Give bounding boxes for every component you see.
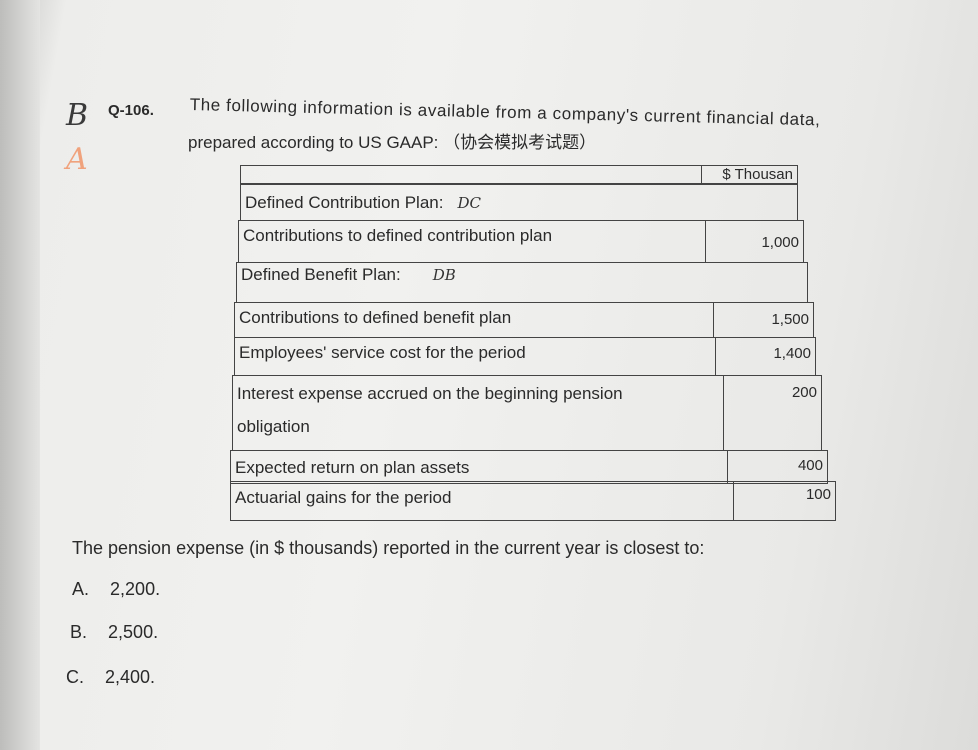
table-row: Employees' service cost for the period 1… xyxy=(234,337,816,376)
row-label: Contributions to defined contribution pl… xyxy=(243,226,553,245)
unit-header-row: $ Thousan xyxy=(240,165,798,185)
row-value: 1,500 xyxy=(771,311,809,328)
row-value: 200 xyxy=(791,384,817,401)
db-section-label: Defined Benefit Plan: xyxy=(241,265,401,284)
unit-header: $ Thousan xyxy=(722,166,793,183)
table-row: Expected return on plan assets 400 xyxy=(230,450,828,484)
question-prompt: The pension expense (in $ thousands) rep… xyxy=(72,538,705,558)
row-label: Expected return on plan assets xyxy=(235,458,470,477)
row-label: Actuarial gains for the period xyxy=(235,488,452,507)
dc-section-row: Defined Contribution Plan: DC xyxy=(240,183,798,221)
option-text: 2,500. xyxy=(108,622,159,642)
table-row: Actuarial gains for the period 100 xyxy=(230,481,836,521)
dc-contributions-row: Contributions to defined contribution pl… xyxy=(238,220,804,263)
question-intro-line2: prepared according to US GAAP: （协会模拟考试题） xyxy=(188,133,597,152)
option-letter: A. xyxy=(72,579,90,599)
option-letter: C. xyxy=(66,667,84,687)
option-letter: B. xyxy=(70,622,88,642)
table-row: Interest expense accrued on the beginnin… xyxy=(232,375,822,451)
option-b[interactable]: B. 2,500. xyxy=(70,622,158,643)
option-text: 2,200. xyxy=(110,579,161,599)
question-number: Q-106. xyxy=(108,102,154,119)
row-label-continued: obligation xyxy=(237,417,310,436)
row-label: Interest expense accrued on the beginnin… xyxy=(237,384,623,403)
row-value: 1,400 xyxy=(773,345,811,362)
option-c[interactable]: C. 2,400. xyxy=(66,667,155,688)
row-value: 100 xyxy=(805,486,831,503)
row-label: Employees' service cost for the period xyxy=(239,343,526,362)
db-section-row: Defined Benefit Plan: DB xyxy=(236,262,808,303)
row-value: 1,000 xyxy=(761,234,799,251)
handwritten-answer-b: B xyxy=(66,98,89,133)
handwritten-answer-a: A xyxy=(66,142,88,177)
dc-section-label: Defined Contribution Plan: xyxy=(245,193,444,212)
row-value: 400 xyxy=(797,457,823,474)
page-edge xyxy=(0,0,40,750)
dc-annotation: DC xyxy=(457,194,481,212)
option-a[interactable]: A. 2,200. xyxy=(72,579,160,600)
table-row: Contributions to defined benefit plan 1,… xyxy=(234,302,814,338)
option-text: 2,400. xyxy=(105,667,156,687)
question-intro-line1: The following information is available f… xyxy=(189,95,821,130)
db-annotation: DB xyxy=(432,266,456,284)
row-label: Contributions to defined benefit plan xyxy=(239,308,512,327)
